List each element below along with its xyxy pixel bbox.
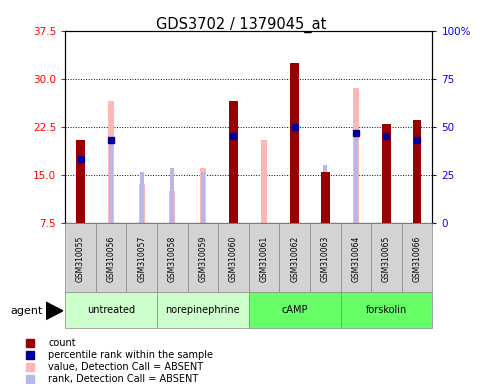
Bar — [310, 223, 341, 292]
Text: norepinephrine: norepinephrine — [166, 305, 240, 315]
Bar — [170, 168, 174, 223]
Bar — [139, 184, 145, 223]
Text: rank, Detection Call = ABSENT: rank, Detection Call = ABSENT — [48, 374, 199, 384]
Bar — [382, 124, 391, 223]
Text: GSM310066: GSM310066 — [412, 235, 422, 282]
Bar — [187, 223, 218, 292]
Bar — [402, 223, 432, 292]
Text: count: count — [48, 338, 76, 348]
Text: GSM310059: GSM310059 — [199, 235, 207, 282]
Text: percentile rank within the sample: percentile rank within the sample — [48, 350, 213, 360]
Text: value, Detection Call = ABSENT: value, Detection Call = ABSENT — [48, 362, 203, 372]
Bar — [341, 223, 371, 292]
Text: forskolin: forskolin — [366, 305, 407, 315]
Text: agent: agent — [11, 306, 43, 316]
Bar — [290, 63, 299, 223]
Bar — [229, 101, 238, 223]
Bar — [76, 139, 85, 223]
Text: GSM310064: GSM310064 — [351, 235, 360, 282]
Bar — [169, 191, 175, 223]
Bar — [200, 168, 206, 223]
Bar — [109, 139, 113, 223]
Text: GSM310062: GSM310062 — [290, 235, 299, 282]
Bar — [321, 172, 329, 223]
Bar — [341, 292, 432, 328]
Bar — [65, 223, 96, 292]
Bar — [108, 101, 114, 223]
Text: cAMP: cAMP — [282, 305, 308, 315]
Bar — [323, 165, 327, 223]
Bar — [201, 172, 205, 223]
Text: GSM310063: GSM310063 — [321, 235, 330, 282]
Bar — [65, 292, 157, 328]
Bar — [157, 292, 249, 328]
Bar — [353, 88, 359, 223]
Bar — [249, 223, 279, 292]
Bar — [218, 223, 249, 292]
Bar — [96, 223, 127, 292]
Text: GSM310061: GSM310061 — [259, 235, 269, 282]
Bar — [249, 292, 341, 328]
Bar — [412, 120, 421, 223]
Text: GSM310055: GSM310055 — [76, 235, 85, 282]
Text: GSM310057: GSM310057 — [137, 235, 146, 282]
Bar — [261, 139, 267, 223]
Bar — [140, 172, 144, 223]
Bar — [371, 223, 402, 292]
Text: GSM310058: GSM310058 — [168, 235, 177, 282]
Bar — [157, 223, 187, 292]
Bar — [354, 133, 358, 223]
Text: GSM310056: GSM310056 — [107, 235, 115, 282]
Bar — [279, 223, 310, 292]
Text: GDS3702 / 1379045_at: GDS3702 / 1379045_at — [156, 17, 327, 33]
Text: untreated: untreated — [87, 305, 135, 315]
Text: GSM310065: GSM310065 — [382, 235, 391, 282]
Bar — [127, 223, 157, 292]
Polygon shape — [46, 302, 63, 319]
Text: GSM310060: GSM310060 — [229, 235, 238, 282]
